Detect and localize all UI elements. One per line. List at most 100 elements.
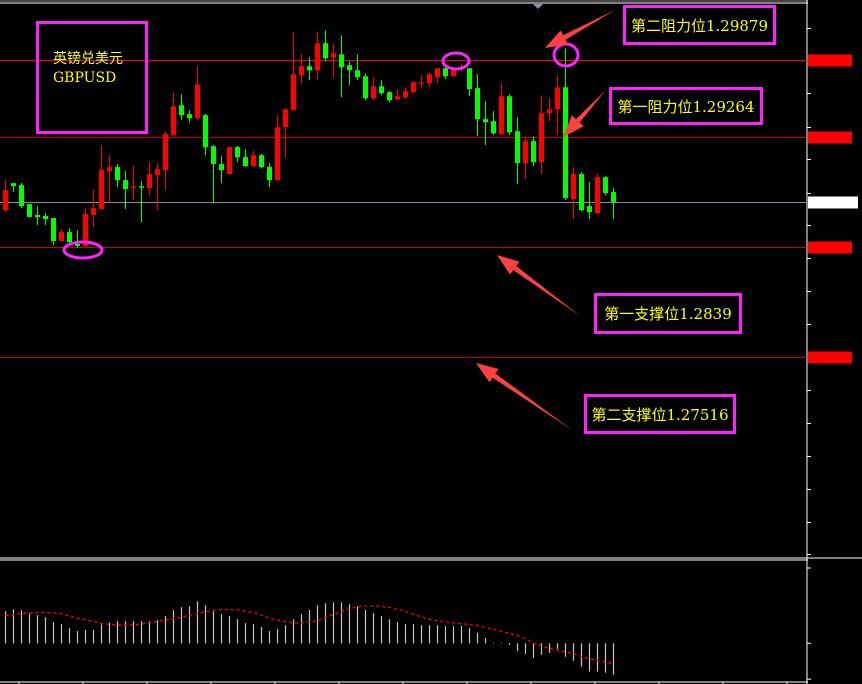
candle-body: [299, 66, 304, 76]
level-price-tag: [808, 54, 852, 67]
candle-body: [123, 180, 128, 190]
candle: [59, 229, 64, 241]
candle: [563, 48, 568, 201]
candle-body: [251, 155, 256, 167]
symbol-name-cn: 英镑兑美元: [53, 51, 123, 67]
candle-body: [27, 204, 32, 218]
candle: [411, 81, 416, 94]
candle-body: [587, 206, 592, 213]
candle-body: [283, 109, 288, 128]
candle: [195, 66, 200, 121]
candle-body: [11, 183, 16, 187]
candle: [387, 91, 392, 103]
candle: [307, 57, 312, 81]
candle: [131, 166, 136, 201]
candle-body: [339, 54, 344, 68]
candle: [395, 89, 400, 101]
candle-body: [19, 185, 24, 207]
level-price-tag: [808, 351, 852, 364]
chart-shift-marker-icon[interactable]: [533, 4, 543, 9]
candle: [155, 163, 160, 211]
candle: [355, 54, 360, 81]
candle-body: [571, 174, 576, 200]
candle-body: [211, 146, 216, 165]
candle-body: [3, 190, 8, 211]
candle-body: [43, 216, 48, 220]
candle: [299, 54, 304, 84]
candle-body: [227, 147, 232, 175]
candle: [347, 61, 352, 86]
candle: [235, 146, 240, 163]
candle: [171, 92, 176, 136]
symbol-annotation-box: 英镑兑美元 GBPUSD: [36, 21, 148, 134]
candle: [51, 218, 56, 246]
candle-body: [51, 218, 56, 241]
candle: [451, 70, 456, 77]
candle-body: [35, 215, 40, 218]
candle: [611, 188, 616, 220]
candle-body: [419, 82, 424, 84]
candle-body: [475, 88, 480, 120]
candle: [363, 73, 368, 101]
level-price-tag: [808, 241, 852, 254]
candle: [275, 115, 280, 181]
candle-body: [267, 167, 272, 181]
arrow-icon: [476, 363, 572, 430]
candle-body: [307, 66, 312, 71]
candle: [3, 180, 8, 213]
candle-body: [371, 86, 376, 99]
candle: [251, 151, 256, 168]
candle: [491, 111, 496, 136]
candle: [531, 136, 536, 167]
candle: [227, 147, 232, 175]
candle-body: [75, 244, 80, 247]
candle-body: [563, 87, 568, 199]
candle: [291, 32, 296, 111]
candle: [267, 163, 272, 188]
candle: [147, 162, 152, 196]
candle: [123, 171, 128, 210]
candle-body: [435, 68, 440, 78]
candle: [515, 117, 520, 185]
candle-body: [595, 177, 600, 214]
candle: [187, 110, 192, 123]
candle-body: [395, 96, 400, 100]
candle-body: [547, 109, 552, 114]
candle-body: [363, 76, 368, 99]
candle-body: [275, 127, 280, 181]
candle: [547, 98, 552, 122]
candle: [587, 182, 592, 220]
candle-body: [59, 232, 64, 241]
candle-body: [451, 70, 456, 77]
candle-body: [107, 167, 112, 172]
candle: [19, 183, 24, 209]
candle: [435, 68, 440, 84]
resistance-2-label: 第二阻力位1.29879: [623, 5, 776, 45]
candle-body: [323, 43, 328, 59]
candle-body: [163, 134, 168, 171]
signal-line: [5, 605, 614, 665]
candle: [35, 206, 40, 226]
candle-body: [499, 96, 504, 135]
candle: [99, 146, 104, 210]
candle: [315, 31, 320, 80]
support-1-label: 第一支撑位1.2839: [594, 293, 742, 334]
candle-body: [555, 87, 560, 110]
candle-body: [219, 164, 224, 171]
candle: [571, 167, 576, 220]
candle-body: [603, 177, 608, 194]
candle: [371, 77, 376, 101]
candle-body: [331, 53, 336, 58]
candle: [475, 74, 480, 137]
candle-body: [171, 106, 176, 136]
resistance-1-label: 第一阻力位1.29264: [609, 87, 763, 125]
candle-body: [539, 113, 544, 163]
arrow-icon: [545, 10, 615, 48]
annotation-overlay: [62, 10, 615, 430]
candle-body: [99, 170, 104, 210]
candle-body: [523, 141, 528, 164]
candle: [75, 230, 80, 249]
candle-body: [115, 167, 120, 181]
candle: [467, 68, 472, 97]
